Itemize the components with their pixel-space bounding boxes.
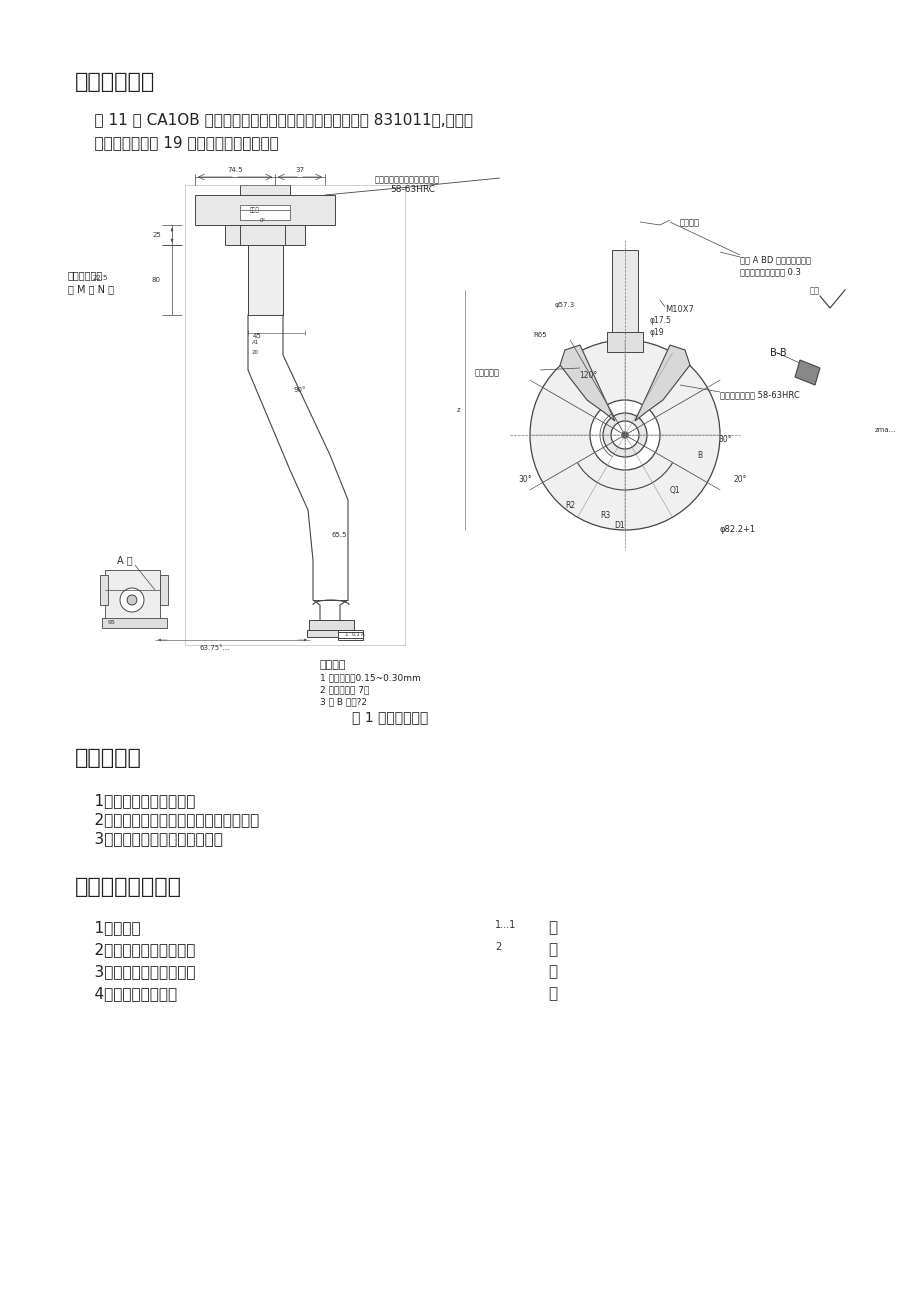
Text: 主螺纹溶液: 主螺纹溶液 — [474, 368, 499, 377]
Text: z: z — [456, 407, 460, 412]
Text: φ57.3: φ57.3 — [554, 302, 574, 308]
Text: A 视: A 视 — [117, 556, 132, 565]
Text: 济 M 骗 N 戚: 济 M 骗 N 戚 — [68, 284, 114, 294]
Text: 所能龙前纫硬度 58-63HRC: 所能龙前纫硬度 58-63HRC — [720, 390, 799, 399]
Bar — [100, 575, 108, 605]
Text: B-B: B-B — [769, 347, 786, 358]
Text: 最后提交的资料：: 最后提交的资料： — [75, 877, 182, 896]
Text: 3、夹具结构设计零件图: 3、夹具结构设计零件图 — [75, 964, 196, 978]
Text: 2 联代陶蚁灯 7。: 2 联代陶蚁灯 7。 — [320, 686, 369, 693]
Bar — [607, 332, 642, 353]
Text: 2、完成夹具设计、绘制总装图、零件图: 2、完成夹具设计、绘制总装图、零件图 — [75, 812, 259, 827]
Text: A1: A1 — [252, 340, 259, 345]
Text: 58-63HRC: 58-63HRC — [390, 185, 435, 194]
Text: φ82.2+1: φ82.2+1 — [720, 526, 755, 533]
Text: 120°: 120° — [578, 371, 596, 380]
Bar — [105, 570, 160, 621]
Text: 0.1: 0.1 — [351, 631, 360, 636]
Text: 1、完成零件分析、绘制: 1、完成零件分析、绘制 — [75, 794, 195, 808]
Text: 2: 2 — [494, 942, 501, 952]
Text: M10X7: M10X7 — [664, 304, 693, 314]
Circle shape — [610, 422, 639, 449]
Text: 3 拐 B 断鱼?2: 3 拐 B 断鱼?2 — [320, 697, 367, 706]
Text: 技术要求: 技术要求 — [320, 660, 346, 670]
Bar — [248, 245, 283, 315]
Text: 0°: 0° — [259, 217, 266, 222]
Text: 95: 95 — [108, 621, 116, 624]
Text: 主夹鱼: 主夹鱼 — [250, 207, 259, 213]
Bar — [225, 225, 305, 245]
Text: 30°: 30° — [718, 436, 731, 445]
Text: 参考 A BD 精面上欠险间斜: 参考 A BD 精面上欠险间斜 — [739, 255, 811, 264]
Text: 1 氧化层深度0.15~0.30mm: 1 氧化层深度0.15~0.30mm — [320, 673, 420, 682]
Circle shape — [621, 432, 628, 438]
Circle shape — [602, 412, 646, 457]
Circle shape — [119, 588, 144, 611]
Text: 份: 份 — [548, 986, 557, 1000]
Text: 37: 37 — [295, 167, 304, 173]
Text: 一、设计题目: 一、设计题目 — [75, 72, 155, 92]
Bar — [240, 206, 289, 220]
Text: R3: R3 — [599, 510, 609, 519]
Bar — [185, 185, 404, 645]
Polygon shape — [634, 345, 689, 422]
Text: zma...: zma... — [874, 427, 895, 433]
Text: 坏银长度上后槽黑直斜的硬度: 坏银长度上后槽黑直斜的硬度 — [375, 176, 439, 183]
Text: 20°: 20° — [732, 475, 746, 484]
Text: 45: 45 — [253, 333, 261, 340]
Text: 30°: 30° — [517, 475, 531, 484]
Polygon shape — [794, 360, 819, 385]
Bar — [195, 195, 335, 225]
Text: 74.5: 74.5 — [227, 167, 243, 173]
Polygon shape — [560, 345, 614, 422]
Bar — [160, 575, 168, 605]
Text: D1: D1 — [614, 520, 625, 530]
Text: 4、课程设计说明数: 4、课程设计说明数 — [75, 986, 177, 1000]
Text: 63.75°...: 63.75°... — [199, 645, 230, 650]
Text: R2: R2 — [564, 501, 574, 510]
Text: 进度要求：: 进度要求： — [75, 748, 142, 768]
Text: 图 11 为 CA1OB 解放汽车第四速及第五速变速叉（零件号 831011）,本次课: 图 11 为 CA1OB 解放汽车第四速及第五速变速叉（零件号 831011）,… — [75, 112, 472, 127]
Text: 图 1 变速叉零件图: 图 1 变速叉零件图 — [351, 710, 427, 723]
Text: 程设计是设计中 19 甘网孔专用钻床夹具。: 程设计是设计中 19 甘网孔专用钻床夹具。 — [75, 135, 278, 150]
Bar — [307, 630, 356, 637]
Bar — [309, 621, 354, 630]
Text: 2、夹具结构设计装配图: 2、夹具结构设计装配图 — [75, 942, 195, 958]
Text: Q1: Q1 — [669, 485, 679, 494]
Text: 张: 张 — [548, 964, 557, 978]
Text: A: A — [361, 631, 365, 636]
Bar — [240, 185, 289, 195]
Text: 张: 张 — [548, 942, 557, 958]
Text: 张: 张 — [548, 920, 557, 935]
Text: 1...1: 1...1 — [494, 920, 516, 930]
Text: 80: 80 — [152, 277, 161, 284]
Circle shape — [127, 595, 137, 605]
Text: 1、零件图: 1、零件图 — [75, 920, 141, 935]
Text: B: B — [697, 450, 702, 459]
Text: 65.5: 65.5 — [332, 532, 347, 539]
Text: φ17.5: φ17.5 — [650, 316, 671, 325]
Bar — [102, 618, 167, 628]
Bar — [611, 250, 637, 340]
Text: 25: 25 — [152, 232, 161, 238]
Text: 3、完成设计说明书，准备答辩: 3、完成设计说明书，准备答辩 — [75, 831, 222, 846]
Bar — [337, 630, 363, 640]
Text: φ19: φ19 — [650, 328, 664, 337]
Circle shape — [529, 340, 720, 530]
Circle shape — [589, 399, 659, 470]
Text: R65: R65 — [533, 332, 546, 338]
Text: 1: 1 — [344, 631, 347, 636]
Text: 探尺寸间达斜于大于 0.3: 探尺寸间达斜于大于 0.3 — [739, 267, 800, 276]
Text: 90°: 90° — [293, 386, 306, 393]
Text: 光年圆度: 光年圆度 — [679, 219, 699, 226]
Text: 20: 20 — [252, 350, 259, 355]
Text: 22.5: 22.5 — [93, 275, 108, 281]
Text: 素金: 素金 — [809, 286, 819, 295]
Text: 当协束用上照: 当协束用上照 — [68, 271, 103, 280]
